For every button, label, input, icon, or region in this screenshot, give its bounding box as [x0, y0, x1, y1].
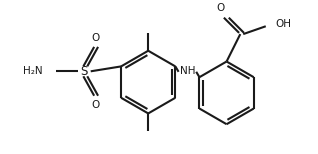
Text: O: O	[92, 33, 100, 43]
Text: NH: NH	[180, 66, 195, 76]
Text: O: O	[92, 100, 100, 110]
Text: H₂N: H₂N	[23, 66, 43, 76]
Text: OH: OH	[276, 19, 292, 29]
Text: S: S	[80, 65, 87, 78]
Text: O: O	[217, 3, 225, 13]
